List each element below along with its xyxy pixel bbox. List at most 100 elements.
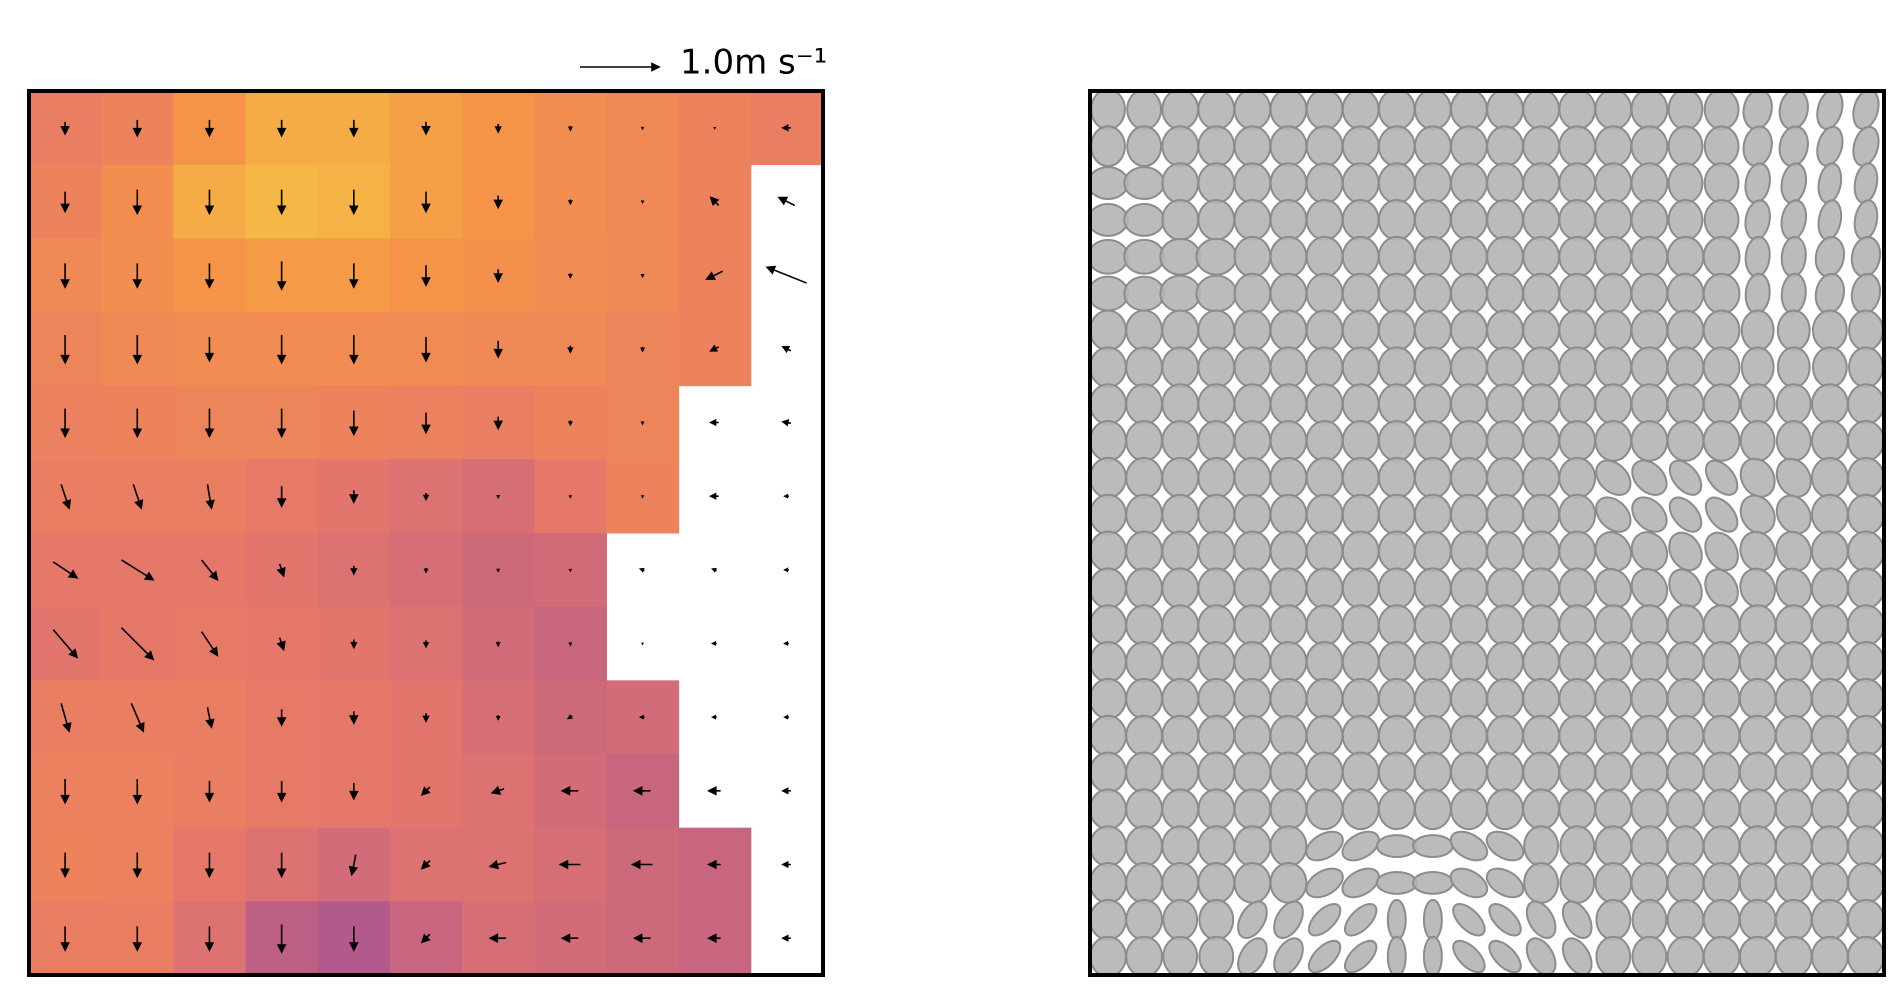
- strain-ellipse: [1847, 641, 1884, 683]
- strain-ellipse: [1774, 862, 1813, 904]
- strain-ellipse: [1702, 346, 1741, 389]
- strain-ellipse: [1377, 493, 1416, 536]
- strain-ellipse: [1595, 898, 1632, 941]
- strain-ellipse: [1269, 604, 1308, 646]
- strain-ellipse: [1269, 677, 1308, 720]
- strain-ellipse: [1485, 867, 1525, 899]
- strain-ellipse: [1233, 530, 1272, 573]
- strain-ellipse: [1847, 456, 1884, 499]
- strain-ellipse: [1161, 383, 1200, 425]
- strain-ellipse: [1522, 604, 1561, 646]
- strain-ellipse: [1702, 420, 1741, 462]
- strain-ellipse: [1847, 530, 1884, 573]
- strain-ellipse: [1594, 199, 1633, 241]
- strain-ellipse: [1269, 235, 1308, 278]
- strain-ellipse: [1090, 751, 1127, 794]
- strain-ellipse: [1702, 714, 1741, 757]
- strain-ellipse: [1522, 199, 1561, 241]
- strain-ellipse: [1449, 867, 1489, 899]
- strain-ellipse: [1237, 900, 1268, 939]
- strain-ellipse: [1377, 677, 1416, 720]
- strain-ellipse: [1594, 162, 1633, 204]
- strain-ellipse: [1090, 203, 1129, 237]
- strain-ellipse: [1631, 459, 1668, 496]
- strain-ellipse: [1702, 309, 1741, 352]
- strain-ellipse: [1090, 238, 1129, 275]
- strain-ellipse: [1850, 272, 1882, 315]
- strain-ellipse: [1377, 383, 1416, 425]
- quiver-arrow: [640, 126, 645, 131]
- quiver-arrow: [640, 273, 645, 279]
- strain-ellipse: [1413, 125, 1452, 168]
- quiver-arrow: [493, 340, 503, 359]
- strain-ellipse: [1594, 604, 1633, 646]
- strain-ellipse: [1413, 641, 1452, 683]
- strain-ellipse: [1450, 309, 1488, 352]
- quiver-arrow: [60, 121, 70, 136]
- strain-ellipse: [1558, 751, 1597, 794]
- strain-ellipse: [1522, 641, 1561, 683]
- strain-ellipse: [1738, 677, 1777, 720]
- strain-ellipse: [1161, 751, 1200, 794]
- strain-ellipse: [1522, 235, 1561, 278]
- strain-ellipse: [1305, 677, 1344, 720]
- strain-ellipse: [1090, 604, 1127, 646]
- strain-ellipse: [1197, 309, 1236, 352]
- strain-ellipse: [1305, 309, 1344, 352]
- strain-ellipse: [1269, 825, 1308, 867]
- strain-ellipse: [1522, 309, 1561, 352]
- strain-ellipse: [1341, 714, 1380, 757]
- strain-ellipse: [1704, 568, 1739, 609]
- strain-ellipse: [1197, 420, 1236, 462]
- strain-ellipse: [1774, 935, 1813, 975]
- quiver-arrow: [707, 933, 721, 943]
- strain-ellipse: [1738, 898, 1777, 941]
- quiver-arrow: [710, 641, 717, 646]
- quiver-arrow: [60, 703, 72, 733]
- strain-ellipse: [1522, 530, 1561, 573]
- strain-ellipse: [1377, 199, 1416, 241]
- strain-ellipse: [1161, 420, 1200, 462]
- strain-ellipse: [1233, 91, 1272, 131]
- strain-ellipse: [1558, 641, 1597, 683]
- strain-ellipse: [1810, 604, 1849, 646]
- strain-ellipse: [1090, 935, 1127, 975]
- strain-ellipse: [1702, 604, 1741, 646]
- quiver-arrow: [781, 419, 792, 427]
- strain-ellipse: [1522, 788, 1561, 831]
- quiver-arrow: [276, 637, 286, 652]
- strain-ellipse: [1377, 91, 1416, 131]
- panel-frame: [1088, 89, 1886, 977]
- strain-ellipse: [1739, 420, 1776, 462]
- strain-ellipse: [1125, 788, 1164, 831]
- strain-ellipse: [1161, 714, 1200, 757]
- quiver-arrow: [568, 495, 573, 499]
- quiver-arrow: [132, 778, 143, 805]
- strain-ellipse: [1486, 272, 1524, 315]
- strain-ellipse: [1668, 496, 1703, 533]
- quiver-arrow: [120, 627, 155, 661]
- strain-ellipse: [1161, 862, 1200, 904]
- strain-ellipse: [1411, 870, 1454, 895]
- strain-ellipse: [1630, 568, 1669, 609]
- strain-ellipse: [1305, 604, 1344, 646]
- strain-ellipse: [1525, 937, 1557, 975]
- strain-ellipse: [1738, 714, 1777, 757]
- strain-ellipse: [1413, 383, 1452, 425]
- strain-ellipse: [1090, 91, 1126, 131]
- strain-ellipse: [1738, 788, 1777, 831]
- panel: [29, 91, 823, 975]
- strain-ellipse: [1413, 493, 1452, 536]
- strain-ellipse: [1847, 862, 1884, 904]
- strain-ellipse: [1702, 641, 1741, 683]
- quiver-arrow: [640, 495, 645, 499]
- quiver-arrow: [560, 933, 579, 943]
- strain-ellipse: [1817, 162, 1843, 204]
- strain-ellipse: [1522, 420, 1561, 462]
- strain-ellipse: [1486, 530, 1524, 573]
- strain-ellipse: [1848, 346, 1884, 389]
- strain-ellipse: [1413, 346, 1452, 389]
- strain-ellipse: [1630, 272, 1669, 315]
- quiver-arrow: [349, 335, 359, 365]
- strain-ellipse: [1630, 420, 1669, 462]
